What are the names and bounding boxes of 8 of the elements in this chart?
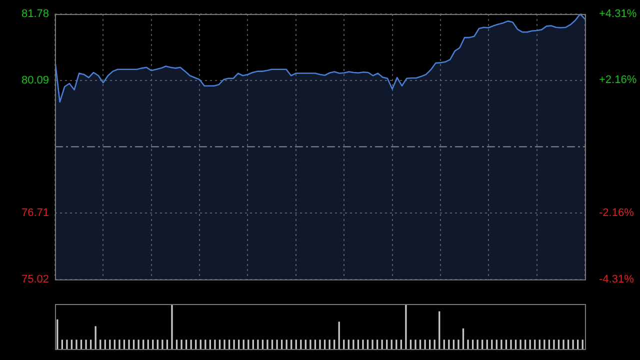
y2-tick-label: -2.16% [599, 207, 634, 220]
y-tick-label: 76.71 [21, 207, 49, 220]
y2-tick-label: +4.31% [599, 8, 637, 20]
y-tick-label: 80.09 [21, 74, 49, 86]
y-tick-label: 81.78 [21, 8, 49, 20]
y2-tick-label: -4.31% [599, 273, 634, 286]
y2-tick-label: +2.16% [599, 74, 637, 86]
y-tick-label: 75.02 [21, 273, 49, 286]
